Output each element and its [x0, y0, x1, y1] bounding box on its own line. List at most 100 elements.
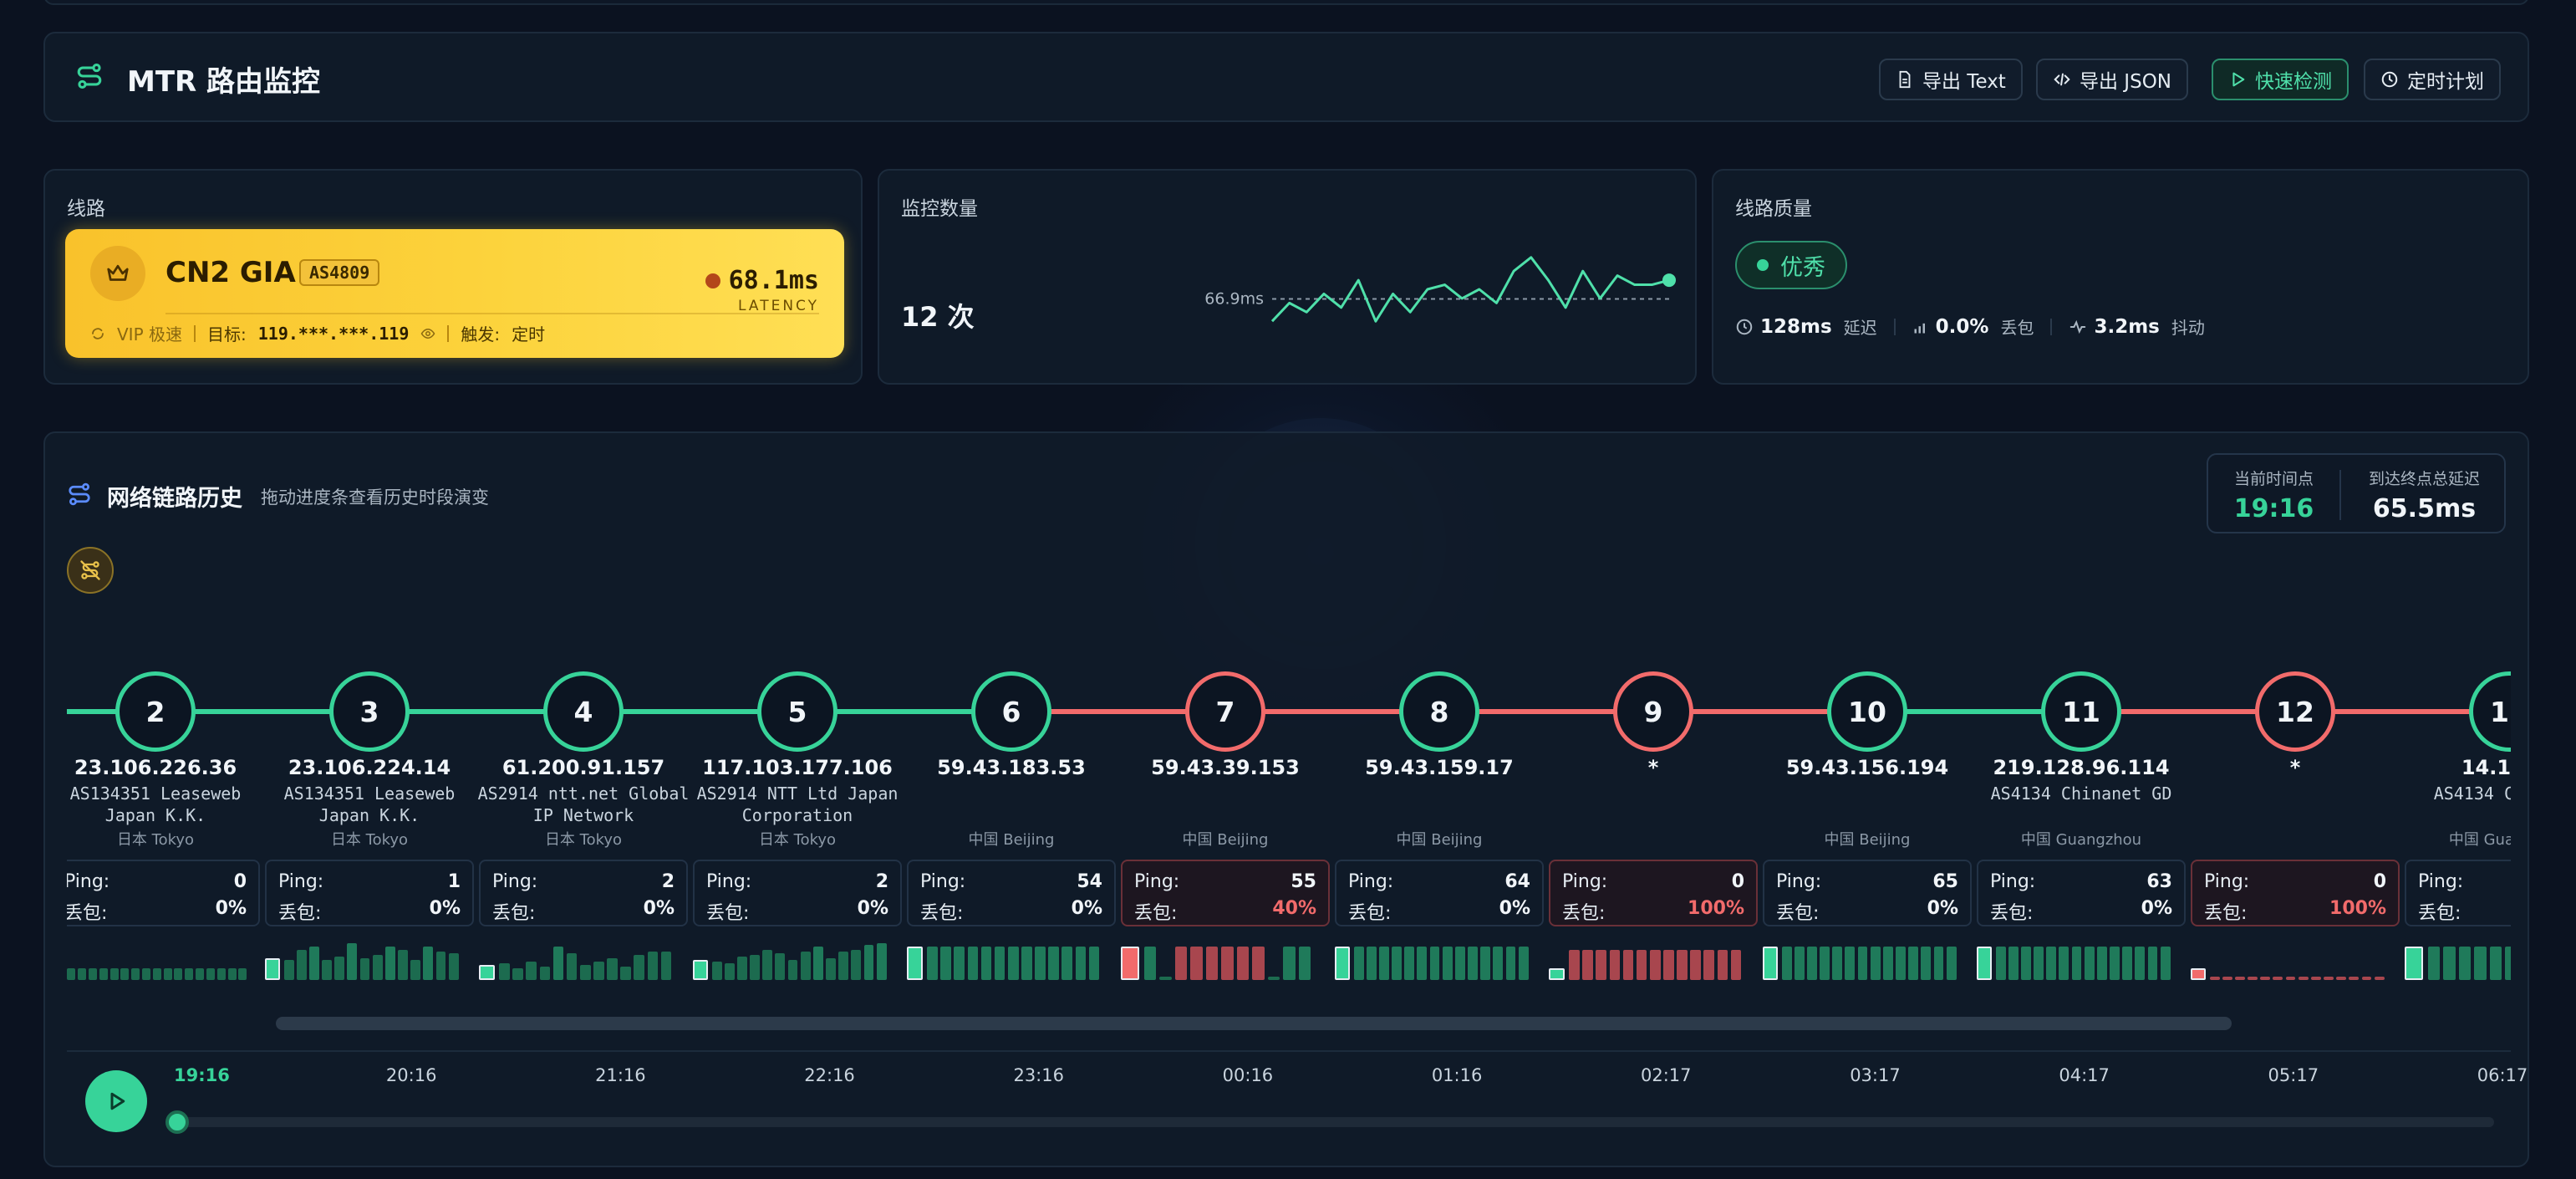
export-text-button[interactable]: 导出 Text — [1879, 59, 2023, 100]
loss-label: 丢包: — [278, 903, 322, 924]
history-bar — [2008, 947, 2019, 980]
hop-node[interactable]: 3 — [329, 671, 410, 752]
history-bar — [967, 947, 979, 980]
timeline-label: 00:16 — [1222, 1065, 1274, 1085]
link-segment — [2295, 709, 2509, 714]
loss-label: 丢包 — [2000, 318, 2034, 338]
hop-stats: Ping: 0 丢包: 0% — [67, 860, 260, 926]
line-quality-card: 线路质量 优秀 128ms 延迟 0.0% 丢包 3.2ms 抖动 — [1712, 169, 2529, 385]
history-bar — [2110, 947, 2120, 980]
loss-row: 丢包: 100% — [1562, 898, 1744, 925]
history-bar — [1549, 968, 1565, 980]
monitor-count-card: 监控数量 12 次 66.9ms — [878, 169, 1697, 385]
timeline-slider[interactable] — [179, 1117, 2494, 1127]
hop-node[interactable]: 9 — [1613, 671, 1693, 752]
history-bar — [566, 953, 578, 980]
hide-unreachable-button[interactable] — [67, 547, 114, 594]
history-bar — [499, 963, 510, 980]
history-bar — [1088, 947, 1100, 980]
hop-node[interactable]: 6 — [971, 671, 1051, 752]
line-badge[interactable]: CN2 GIA AS4809 68.1ms LATENCY VIP 极速 目标:… — [65, 229, 844, 358]
history-bar — [322, 960, 332, 980]
history-bar — [2122, 947, 2133, 980]
history-bar — [1677, 950, 1688, 980]
link-segment — [583, 709, 797, 714]
history-bar — [238, 968, 247, 980]
hop-scrollbar[interactable] — [67, 1017, 2511, 1030]
divider — [447, 324, 450, 342]
history-bar — [372, 955, 383, 980]
history-bar — [120, 968, 130, 980]
total-latency-label: 到达终点总延迟 — [2368, 470, 2480, 488]
history-bar — [1121, 947, 1140, 980]
hop-node[interactable]: 7 — [1185, 671, 1265, 752]
history-bar — [2235, 977, 2245, 980]
history-bar — [1703, 950, 1715, 980]
history-bar — [2071, 947, 2082, 980]
history-bar — [927, 947, 938, 980]
play-button[interactable] — [85, 1070, 147, 1132]
history-bar — [2443, 947, 2456, 980]
hop-stats: Ping: 65 丢包: 0% — [1763, 860, 1972, 926]
link-segment — [1225, 709, 1439, 714]
loss-row: 丢包: 0% — [67, 898, 247, 925]
hop-node[interactable]: 2 — [115, 671, 196, 752]
hop-asn: AS2914 ntt.net Global IP Network — [477, 783, 690, 825]
timeline-label: 01:16 — [1431, 1065, 1483, 1085]
export-json-button[interactable]: 导出 JSON — [2036, 59, 2189, 100]
timeline-knob[interactable] — [165, 1110, 189, 1134]
ping-row: Ping: 54 — [920, 871, 1102, 892]
timeline-label: 23:16 — [1013, 1065, 1064, 1085]
history-bar — [750, 955, 760, 980]
history-bar — [2427, 947, 2441, 980]
hop-node[interactable]: 10 — [1827, 671, 1907, 752]
history-bar — [448, 953, 459, 980]
history-bar — [141, 968, 150, 980]
history-bar — [78, 968, 87, 980]
hop-stats: Ping: 1 丢包: 0% — [265, 860, 474, 926]
history-bar — [265, 958, 281, 980]
loss-label: 丢包: — [1990, 903, 2034, 924]
ping-label: Ping: — [1348, 871, 1394, 892]
ping-row: Ping: 2 — [492, 871, 675, 892]
scrollbar-thumb[interactable] — [276, 1017, 2232, 1030]
ping-value: 2 — [875, 871, 888, 892]
hop-node[interactable]: 5 — [757, 671, 837, 752]
ping-row: Ping: 55 — [1134, 871, 1316, 892]
schedule-button[interactable]: 定时计划 — [2364, 59, 2501, 100]
timeline-label: 05:17 — [2268, 1065, 2319, 1085]
current-time-value: 19:16 — [2233, 494, 2314, 523]
ping-label: Ping: — [67, 871, 110, 892]
hop-node[interactable]: 11 — [2041, 671, 2121, 752]
loss-row: 丢包: 0% — [920, 898, 1102, 925]
clock-icon — [1736, 319, 1753, 334]
quick-check-button[interactable]: 快速检测 — [2212, 59, 2349, 100]
line-quality-label: 线路质量 — [1735, 198, 1812, 220]
timeline-label: 19:16 — [174, 1065, 230, 1085]
trigger-value: 定时 — [512, 324, 546, 345]
ping-value: 0 — [1731, 871, 1744, 892]
hop-node[interactable]: 12 — [2255, 671, 2335, 752]
history-bar — [1870, 947, 1881, 980]
history-bar — [2361, 977, 2372, 980]
hop-node[interactable]: 13 — [2469, 671, 2511, 752]
ping-value: 2 — [661, 871, 675, 892]
history-bar — [196, 968, 205, 980]
loss-value: 0.0% — [1935, 315, 1989, 338]
hop-node[interactable]: 4 — [543, 671, 624, 752]
hop-history-bars — [1763, 940, 1972, 980]
hop-stats: Ping: 54 丢包: 0% — [907, 860, 1116, 926]
hop-location: 中国 Beijing — [968, 831, 1055, 849]
ping-row: Ping: 65 — [1776, 871, 1958, 892]
history-bar — [1690, 950, 1701, 980]
history-bar — [1252, 947, 1265, 980]
history-bar — [787, 960, 798, 980]
total-latency-value: 65.5ms — [2372, 494, 2477, 523]
eye-icon[interactable] — [420, 326, 435, 341]
ping-value: 54 — [1077, 871, 1102, 892]
hop-node[interactable]: 8 — [1399, 671, 1479, 752]
hop-location: 日本 Tokyo — [330, 831, 409, 849]
history-bar — [647, 952, 659, 980]
link-segment — [155, 709, 369, 714]
hop-stats: Ping: 丢包: — [2405, 860, 2511, 926]
